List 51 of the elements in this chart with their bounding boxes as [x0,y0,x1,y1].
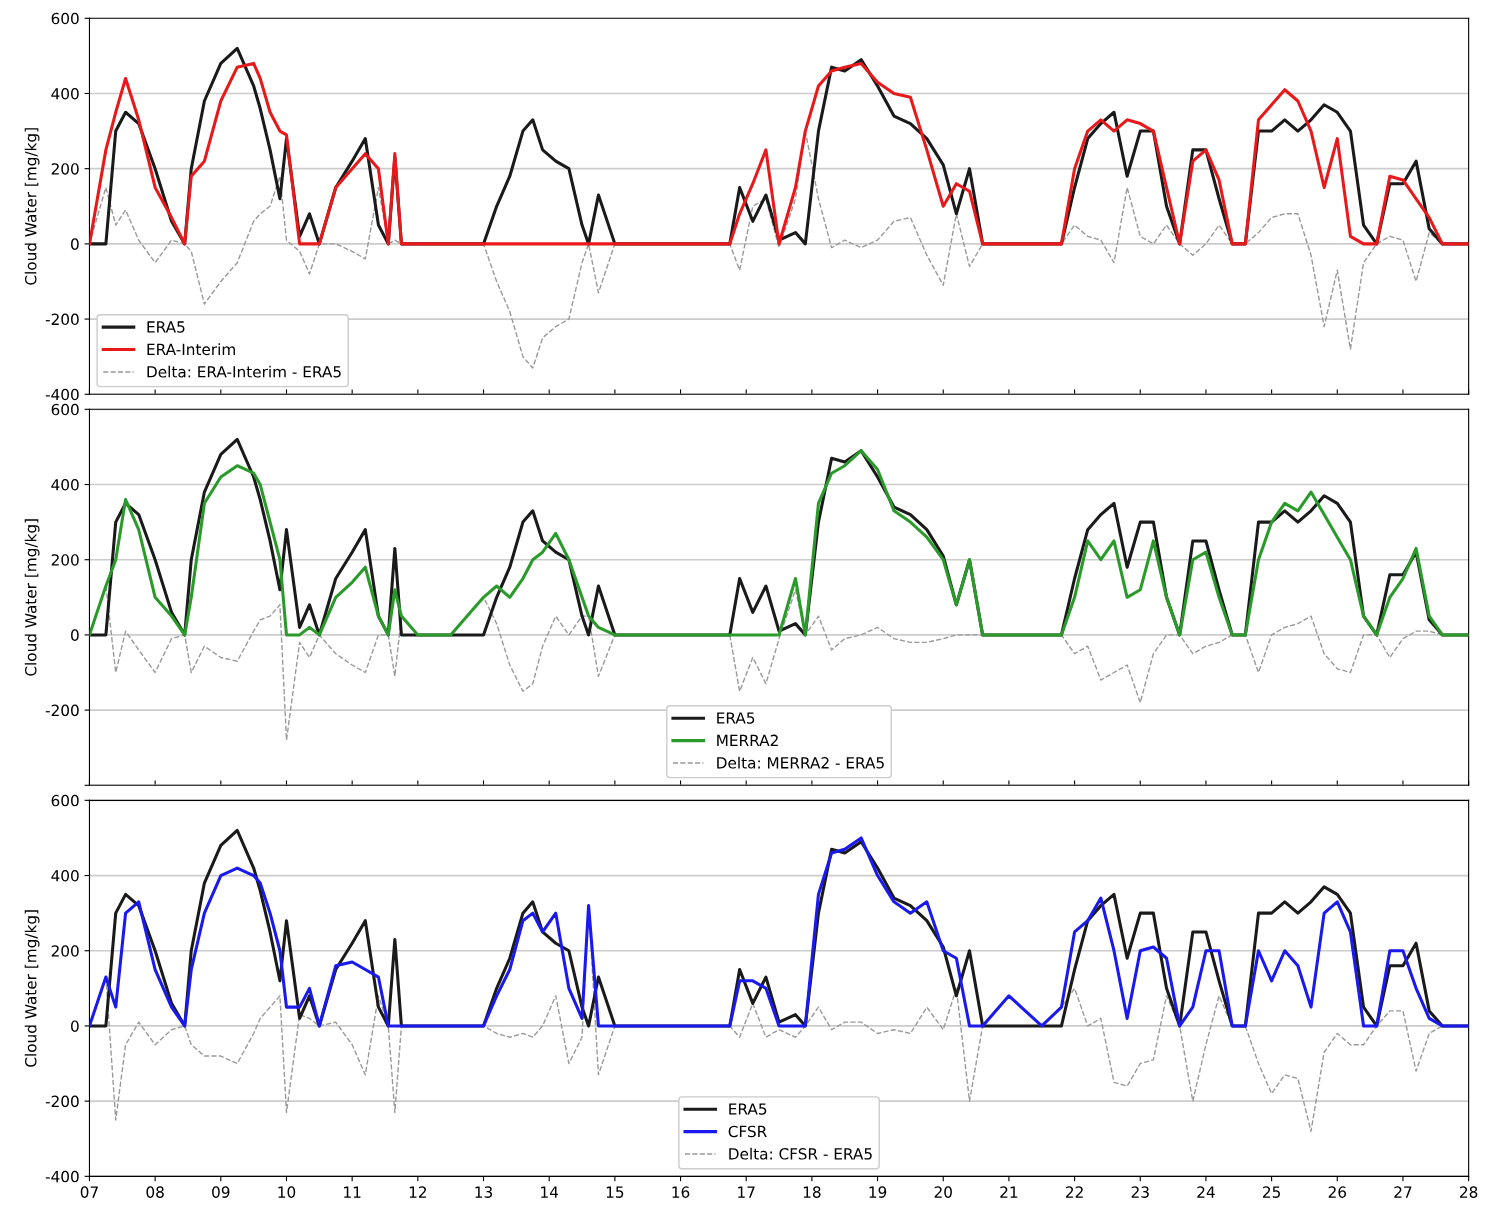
x-tick-label: 11 [344,1186,361,1198]
y-tick-label: 400 [51,87,79,100]
x-tick-label: 23 [1131,1186,1149,1198]
x-tick-label: 13 [475,1186,493,1198]
x-tick-label: 16 [672,1186,690,1198]
y-tick-label: 0 [71,1020,79,1032]
y-tick-label: 600 [51,12,79,25]
y-axis-title: Cloud Water [mg/kg] [24,519,40,676]
y-tick-label: 200 [51,945,79,957]
x-tick-label: 19 [869,1186,887,1198]
x-tick-label: 12 [409,1186,427,1198]
y-tick-label: -400 [45,1170,79,1183]
legend-label: ERA5 [147,321,185,333]
y-axis-title: Cloud Water [mg/kg] [24,910,40,1067]
legend-label: Delta: MERRA2 - ERA5 [717,756,884,769]
y-tick-label: 400 [51,478,79,491]
y-tick-label: -200 [45,313,79,326]
y-tick-label: -200 [45,704,79,717]
x-tick-label: 20 [934,1186,952,1198]
x-tick-label: 10 [278,1186,296,1198]
x-tick-label: 18 [803,1186,821,1198]
y-tick-label: -400 [45,388,79,401]
y-tick-label: 0 [71,238,79,250]
x-tick-label: 27 [1394,1186,1412,1198]
y-axis-title: Cloud Water [mg/kg] [24,128,40,285]
y-tick-label: 600 [51,794,79,807]
y-tick-label: 400 [51,870,79,882]
x-tick-label: 25 [1263,1186,1280,1198]
x-tick-label: 21 [1000,1186,1018,1198]
x-tick-label: 09 [212,1186,230,1198]
legend-label: MERRA2 [717,734,778,746]
y-tick-label: 200 [51,554,79,566]
y-tick-label: 200 [51,163,79,175]
x-tick-label: 14 [541,1186,559,1198]
legend-label: ERA5 [717,712,755,724]
legend-label: ERA-Interim [147,343,235,356]
x-tick-label: 22 [1065,1186,1083,1198]
legend-label: Delta: ERA-Interim - ERA5 [147,365,341,378]
legend-label: Delta: CFSR - ERA5 [729,1147,872,1160]
y-tick-label: -200 [45,1095,79,1108]
x-tick-label: 28 [1460,1186,1478,1198]
y-tick-label: 600 [51,403,79,416]
x-tick-label: 08 [146,1186,164,1198]
y-tick-label: 0 [71,629,79,641]
legend-label: CFSR [728,1125,767,1138]
x-tick-label: 26 [1328,1186,1347,1198]
x-tick-label: 15 [606,1186,624,1198]
x-tick-label: 17 [738,1186,755,1198]
legend-label: ERA5 [729,1103,767,1115]
x-tick-label: 24 [1197,1186,1215,1198]
x-tick-label: 07 [80,1186,98,1198]
